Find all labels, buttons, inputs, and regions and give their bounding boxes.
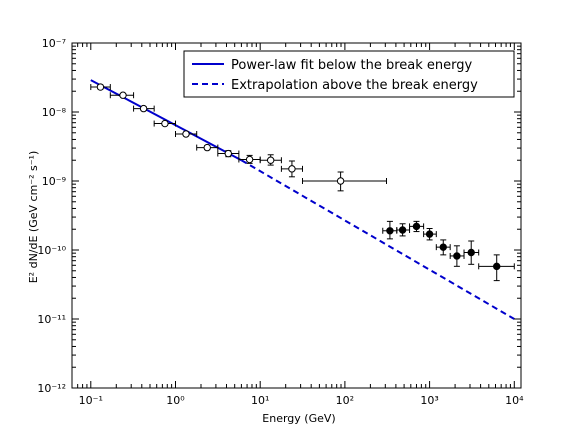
filled-data-point-0 (382, 220, 398, 240)
x-tick-label-1: 10⁰ (166, 394, 185, 407)
filled-data-point-2 (409, 220, 425, 233)
x-tick-label-2: 10¹ (251, 394, 269, 407)
open-data-point-10 (302, 171, 388, 192)
y-tick-label-3: 10⁻⁹ (42, 175, 66, 188)
open-circle-marker (119, 91, 127, 99)
x-tick-label-5: 10⁴ (505, 394, 524, 407)
filled-data-point-4 (435, 239, 451, 256)
filled-circle-marker (425, 230, 434, 238)
filled-data-point-5 (449, 245, 465, 267)
filled-circle-marker (493, 262, 501, 271)
open-circle-marker (336, 177, 345, 185)
filled-circle-marker (453, 252, 461, 260)
extrapolation-line (240, 159, 515, 320)
open-data-point-6 (217, 149, 240, 158)
y-tick-label-5: 10⁻⁷ (42, 37, 66, 50)
open-circle-marker (139, 104, 148, 113)
filled-circle-marker (412, 222, 421, 231)
open-circle-marker (266, 156, 275, 164)
open-circle-marker (224, 149, 232, 158)
filled-data-point-3 (423, 227, 437, 241)
filled-circle-marker (439, 243, 447, 251)
plot-frame (71, 42, 522, 389)
open-data-point-9 (280, 160, 304, 178)
y-tick-label-1: 10⁻¹¹ (37, 313, 66, 326)
y-tick-label-0: 10⁻¹² (37, 382, 66, 395)
filled-data-point-1 (396, 223, 411, 237)
x-tick-label-3: 10² (336, 394, 354, 407)
x-tick-label-0: 10⁻¹ (79, 394, 103, 407)
open-data-point-1 (109, 91, 135, 99)
legend-box (183, 50, 515, 98)
open-data-point-8 (259, 154, 282, 166)
filled-data-point-6 (463, 240, 480, 265)
filled-circle-marker (467, 248, 475, 257)
y-axis-label: E² dN/dE (GeV cm⁻² s⁻¹) (27, 151, 40, 284)
open-data-point-5 (196, 143, 219, 152)
open-circle-marker (203, 143, 211, 152)
open-circle-marker (96, 83, 105, 91)
plot-area (90, 79, 515, 320)
open-circle-marker (288, 165, 296, 173)
legend: Power-law fit below the break energy Extr… (183, 50, 515, 98)
filled-circle-marker (386, 227, 394, 235)
x-axis-label: Energy (GeV) (262, 412, 335, 425)
filled-data-point-7 (478, 254, 515, 282)
y-tick-label-4: 10⁻⁸ (42, 106, 67, 119)
plot-inner (90, 79, 515, 320)
open-data-point-3 (153, 119, 176, 128)
axes: 10⁻¹ 10⁰ 10¹ 10² 10³ 10⁴ 10⁻¹² 10⁻¹¹ 10⁻¹⁰ 10⁻⁹ 10… (37, 37, 524, 407)
legend-label-0: Power-law fit below the break energy (231, 58, 473, 73)
open-circle-marker (245, 155, 254, 164)
y-tick-label-2: 10⁻¹⁰ (37, 244, 66, 257)
open-circle-marker (182, 130, 190, 138)
open-circle-marker (161, 119, 169, 128)
x-tick-label-4: 10³ (420, 394, 438, 407)
filled-circle-marker (398, 226, 407, 234)
open-data-point-4 (174, 130, 198, 138)
open-data-point-0 (90, 83, 111, 91)
open-data-point-2 (133, 104, 155, 113)
legend-label-1: Extrapolation above the break energy (231, 78, 478, 93)
